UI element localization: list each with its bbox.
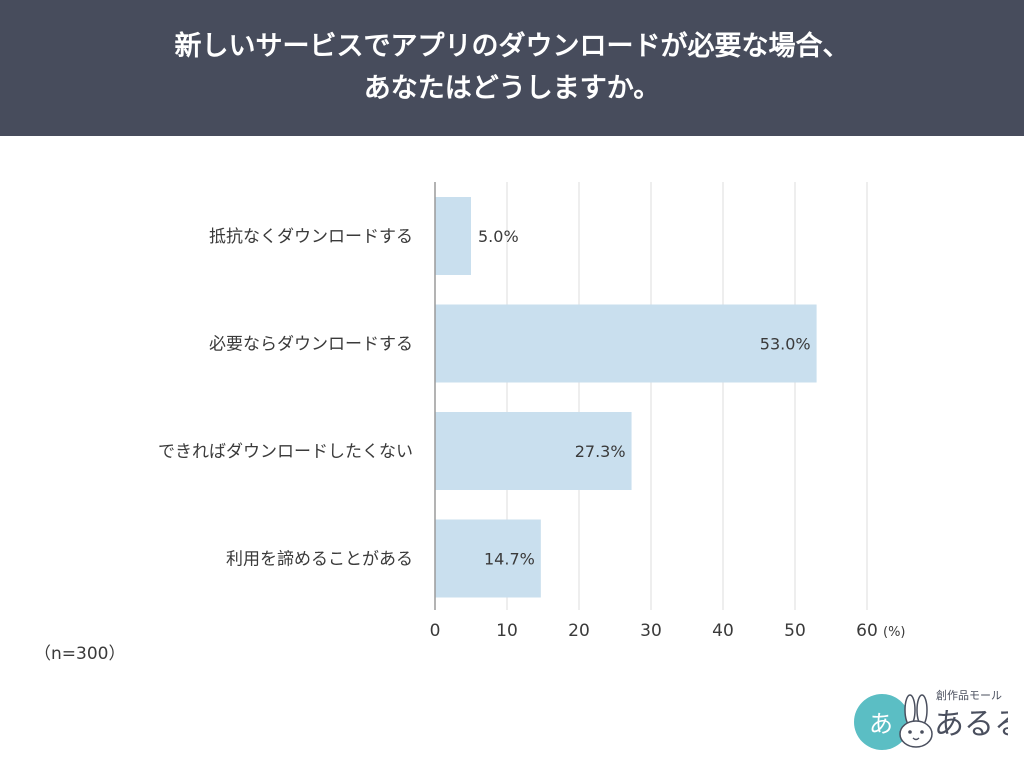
bar-2 [435,412,632,490]
x-tick-label-2: 20 [568,621,590,641]
chart-title-line-1: 新しいサービスでアプリのダウンロードが必要な場合、 [174,31,850,62]
category-label-2: できればダウンロードしたくない [158,442,413,462]
logo-big-text: あるる [934,707,1008,742]
value-label-2: 27.3% [575,442,626,461]
x-tick-label-4: 40 [712,621,734,641]
x-axis-unit: (%) [883,625,906,640]
bar-1 [435,304,817,383]
logo-small-text: 創作品モール [936,688,1002,702]
x-tick-label-6: 60 [856,621,878,641]
bar-0 [435,197,471,275]
logo-a-glyph-icon: あ [869,710,893,738]
category-label-0: 抵抗なくダウンロードする [209,227,413,247]
x-tick-label-5: 50 [784,621,806,641]
logo-circle-icon [854,694,910,750]
bar-3 [435,519,541,598]
rabbit-icon [899,694,933,748]
aruru-logo: あ 創作品モール あるる [854,688,1008,750]
x-tick-label-0: 0 [430,621,441,641]
value-label-1: 53.0% [760,335,811,354]
chart-title-line-2: あなたはどうしますか。 [363,73,661,104]
sample-size-note: （n=300） [34,644,126,664]
x-tick-label-1: 10 [496,621,518,641]
chart-header: 新しいサービスでアプリのダウンロードが必要な場合、 あなたはどうしますか。 [0,0,1024,136]
value-label-3: 14.7% [484,550,535,569]
category-label-1: 必要ならダウンロードする [209,335,413,355]
category-label-3: 利用を諦めることがある [226,550,413,570]
value-label-0: 5.0% [478,227,519,246]
x-tick-label-3: 30 [640,621,662,641]
